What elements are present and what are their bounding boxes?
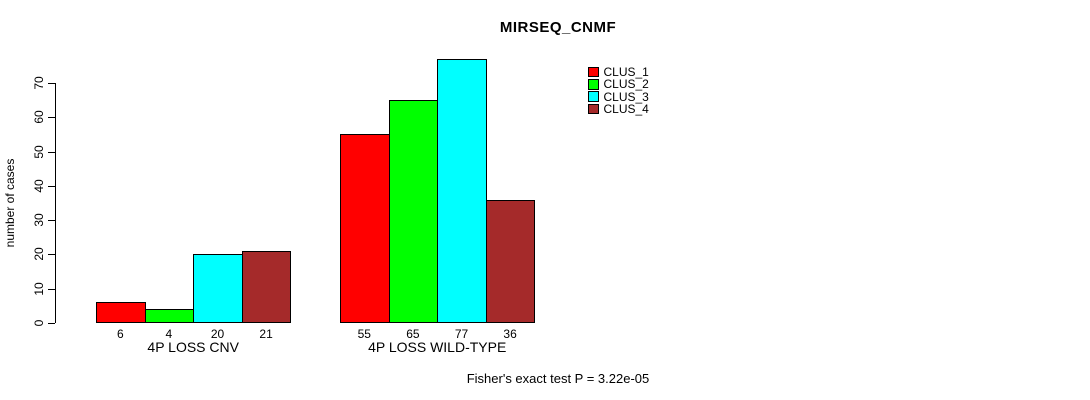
bar-clus_2-1 [144, 309, 195, 323]
bar-value-label: 36 [503, 327, 517, 341]
legend-item-clus_4: CLUS_4 [588, 102, 649, 117]
fisher-test-annotation: Fisher's exact test P = 3.22e-05 [466, 371, 650, 386]
y-axis-tick [48, 117, 55, 119]
y-axis-tick-label: 60 [32, 110, 46, 124]
legend-item-clus_3: CLUS_3 [588, 89, 649, 104]
y-axis-tick-label: 0 [32, 319, 46, 327]
legend-swatch-icon [588, 91, 599, 102]
y-axis-tick-label: 20 [32, 247, 46, 262]
y-axis-tick [48, 220, 55, 222]
x-category-label: 4P LOSS CNV [147, 339, 239, 355]
y-axis-title: number of cases [3, 158, 17, 248]
bar-value-label: 77 [454, 327, 469, 341]
bar-clus_4-1 [241, 251, 292, 323]
legend-label: CLUS_3 [603, 89, 649, 104]
y-axis-tick-label: 70 [32, 76, 46, 90]
legend: CLUS_1 CLUS_2 CLUS_3 CLUS_4 [588, 65, 649, 117]
legend-item-clus_1: CLUS_1 [588, 65, 649, 80]
legend-swatch-icon [588, 79, 599, 90]
bar-clus_3-1 [193, 254, 243, 323]
bar-clus_4-2 [485, 199, 536, 323]
bar-value-label: 55 [357, 327, 371, 341]
legend-label: CLUS_1 [603, 65, 649, 80]
bar-value-label: 65 [406, 327, 420, 341]
y-axis-tick-label: 50 [32, 144, 46, 159]
y-axis-tick-label: 10 [32, 282, 46, 296]
bar-value-label: 6 [116, 327, 124, 341]
bar-clus_3-2 [437, 59, 487, 323]
x-category-label: 4P LOSS WILD-TYPE [368, 339, 507, 355]
y-axis-tick [48, 151, 55, 153]
y-axis-tick [48, 83, 55, 84]
y-axis-tick [48, 185, 55, 187]
bar-clus_1-1 [96, 302, 146, 323]
y-axis-line [55, 83, 56, 323]
y-axis-tick [48, 323, 55, 324]
legend-label: CLUS_2 [603, 77, 649, 92]
y-axis-tick-label: 30 [32, 213, 46, 227]
y-axis-tick [48, 254, 55, 256]
legend-swatch-icon [588, 66, 599, 78]
legend-item-clus_2: CLUS_2 [588, 77, 649, 92]
bar-clus_1-2 [340, 134, 390, 323]
bar-clus_2-2 [388, 100, 439, 323]
legend-label: CLUS_4 [603, 102, 649, 117]
bar-value-label: 21 [259, 327, 273, 341]
bar-value-label: 20 [210, 327, 225, 341]
y-axis-tick-label: 40 [32, 179, 46, 193]
bar-value-label: 4 [165, 327, 173, 341]
y-axis-tick [48, 288, 55, 290]
chart-title: MIRSEQ_CNMF [499, 19, 617, 36]
legend-swatch-icon [588, 103, 599, 115]
